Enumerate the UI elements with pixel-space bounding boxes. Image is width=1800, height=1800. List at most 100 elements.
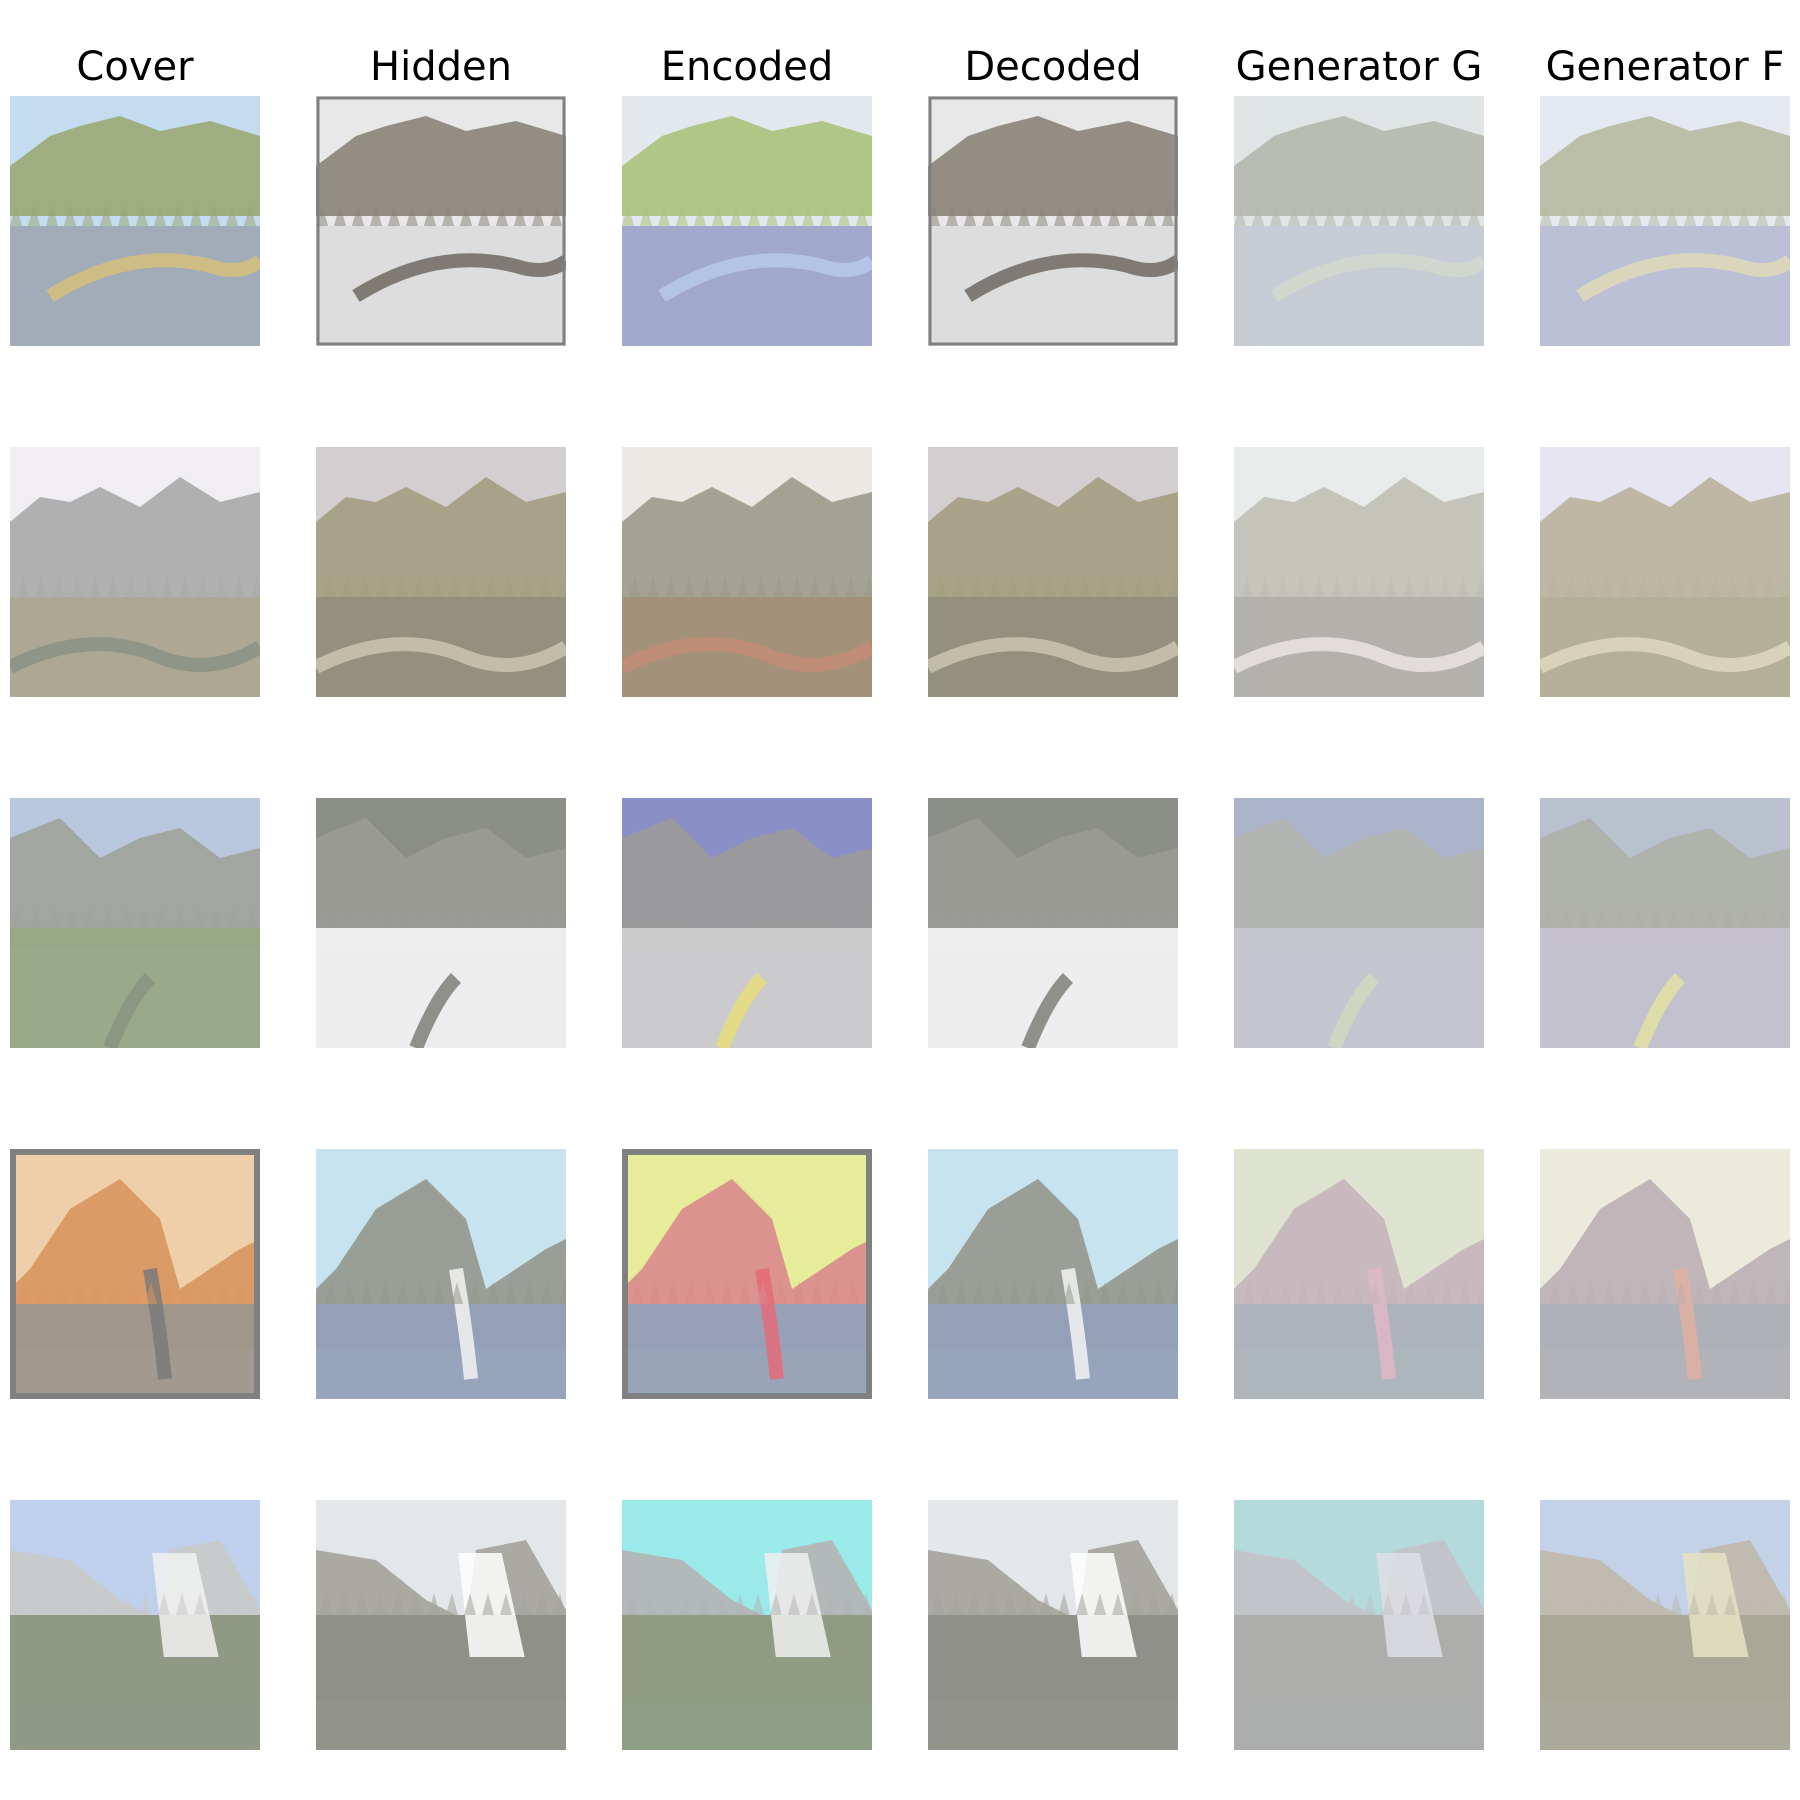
image-hidden-row-2: [316, 447, 566, 697]
tree-shape: [624, 906, 636, 928]
meadow-creek-image: [622, 96, 872, 346]
tree-shape: [1702, 204, 1714, 226]
image-hidden-row-4: [316, 1149, 566, 1399]
tree-shape: [444, 906, 456, 928]
tree-shape: [1290, 906, 1302, 928]
tree-shape: [1783, 1282, 1790, 1304]
tree-shape: [822, 906, 834, 928]
tree-shape: [1387, 1282, 1399, 1304]
tree-shape: [932, 1593, 944, 1615]
image-border: [10, 1149, 260, 1399]
accent-feature: [622, 637, 872, 674]
tree-shape: [397, 1282, 409, 1304]
tree-shape: [1684, 204, 1696, 226]
tree-shape: [802, 204, 814, 226]
tree-shape: [10, 204, 22, 226]
tree-shape: [1675, 1282, 1687, 1304]
meadow-creek-image: [928, 96, 1178, 346]
tree-shape: [1459, 1282, 1471, 1304]
accent-feature: [1576, 253, 1790, 302]
snow-trail-image: [316, 798, 566, 1048]
tree-shape: [1727, 575, 1739, 597]
tree-shape: [1092, 906, 1104, 928]
tree-shape: [156, 906, 168, 928]
generated-haze: [1540, 1500, 1790, 1750]
image-generator-f-row-4: [1540, 1149, 1790, 1399]
tree-shape: [1328, 1593, 1340, 1615]
tree-shape: [1742, 1593, 1754, 1615]
tree-shape: [946, 204, 958, 226]
tree-shape: [955, 1282, 967, 1304]
foreground-region: [622, 1615, 872, 1750]
tree-shape: [1693, 1282, 1705, 1304]
tree-shape: [179, 575, 191, 597]
dome-sunset-image: [928, 1149, 1178, 1399]
tree-shape: [19, 1282, 31, 1304]
accent-feature: [10, 637, 260, 674]
tree-shape: [320, 1593, 332, 1615]
tree-shape: [1673, 575, 1685, 597]
mountain-shape: [928, 477, 1178, 597]
tree-shape: [431, 575, 443, 597]
tree-shape: [352, 204, 364, 226]
tree-shape: [395, 575, 407, 597]
tree-shape: [1362, 906, 1374, 928]
tree-shape: [685, 1282, 697, 1304]
generated-haze: [1540, 447, 1790, 697]
tree-shape: [539, 575, 551, 597]
foreground-region: [10, 226, 260, 346]
tree-shape: [973, 1282, 985, 1304]
mountain-shape: [1540, 477, 1790, 597]
tree-shape: [559, 1282, 566, 1304]
tree-shape: [1061, 575, 1073, 597]
tree-shape: [426, 906, 438, 928]
tree-shape: [1385, 575, 1397, 597]
tree-shape: [1166, 1593, 1178, 1615]
dome-sunset-image: [1234, 1149, 1484, 1399]
tree-shape: [712, 204, 724, 226]
tree-shape: [514, 204, 526, 226]
accent-feature: [715, 973, 768, 1048]
tree-shape: [323, 575, 335, 597]
tree-shape: [719, 575, 731, 597]
tree-shape: [374, 1593, 386, 1615]
tree-shape: [91, 1282, 103, 1304]
tree-shape: [730, 204, 742, 226]
tree-shape: [1457, 575, 1469, 597]
tree-shape: [534, 906, 546, 928]
tree-shape: [233, 575, 245, 597]
tree-shape: [46, 204, 58, 226]
foreground-region: [10, 1615, 260, 1750]
tree-shape: [1396, 204, 1408, 226]
accent-feature: [928, 637, 1178, 674]
tree-shape: [701, 575, 713, 597]
tree-shape: [1657, 1282, 1669, 1304]
tree-shape: [1081, 1282, 1093, 1304]
tree-shape: [739, 1282, 751, 1304]
image-encoded-row-5: [622, 1500, 872, 1750]
tree-shape: [1616, 1593, 1628, 1615]
image-border: [622, 1149, 872, 1399]
dome-sunset-image: [622, 1149, 872, 1399]
tree-shape: [1344, 906, 1356, 928]
accent-feature: [103, 973, 156, 1048]
tree-shape: [140, 1593, 152, 1615]
tree-shape: [1709, 575, 1721, 597]
tree-shape: [1367, 575, 1379, 597]
tree-shape: [791, 575, 803, 597]
tree-shape: [1477, 1282, 1484, 1304]
tree-shape: [469, 1282, 481, 1304]
tree-shape: [644, 1593, 656, 1615]
tree-shape: [989, 575, 1001, 597]
accent-feature: [1234, 637, 1484, 674]
tree-shape: [935, 575, 947, 597]
tree-shape: [1117, 1282, 1129, 1304]
image-generator-g-row-1: [1234, 96, 1484, 346]
tree-shape: [1126, 204, 1138, 226]
tree-shape: [1403, 575, 1415, 597]
tree-shape: [991, 1282, 1003, 1304]
mountain-shape: [928, 116, 1178, 216]
tree-shape: [626, 1593, 638, 1615]
tree-shape: [1288, 204, 1300, 226]
tree-shape: [377, 575, 389, 597]
